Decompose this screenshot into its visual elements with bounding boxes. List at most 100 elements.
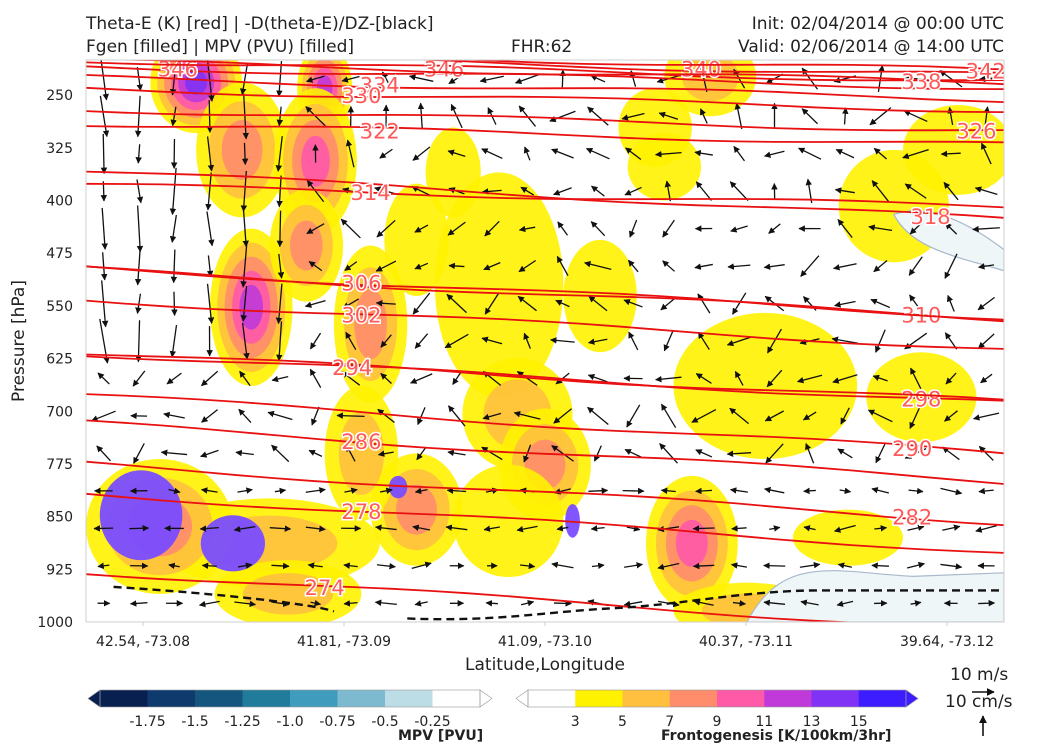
- theta-e-contour: [409, 60, 1004, 74]
- wind-vector: [271, 562, 290, 570]
- x-tick-label: 41.09, -73.10: [498, 634, 592, 650]
- wind-vector: [590, 74, 606, 83]
- wind-vector: [519, 562, 536, 570]
- fgen-fill: [792, 509, 904, 566]
- wind-vector: [169, 214, 177, 243]
- wind-vector: [906, 561, 925, 569]
- wind-vector: [767, 328, 782, 354]
- wind-vector: [555, 299, 570, 308]
- wind-vector: [517, 295, 537, 312]
- colorbar-swatch: [669, 690, 718, 707]
- wind-vector: [978, 445, 994, 461]
- wind-vector: [136, 205, 144, 253]
- wind-vector: [310, 599, 322, 607]
- colorbar-end-left: [87, 689, 101, 708]
- wind-vector: [523, 332, 531, 349]
- wind-vector: [346, 444, 356, 462]
- wind-vector: [200, 487, 218, 494]
- wind-vector: [800, 255, 820, 277]
- wind-vector: [833, 524, 856, 533]
- wind-vector: [206, 136, 215, 172]
- wind-vector: [628, 331, 639, 351]
- wind-vector: [699, 64, 708, 93]
- wind-vector: [344, 261, 358, 272]
- wind-vector: [375, 524, 397, 532]
- pale-region: [746, 570, 1004, 622]
- colorbar-swatch: [147, 690, 196, 707]
- wind-vector: [833, 263, 857, 271]
- wind-vector: [99, 95, 110, 138]
- wind-vector: [902, 149, 929, 160]
- wind-vector: [171, 291, 178, 317]
- wind-vector: [662, 219, 675, 238]
- wind-vector: [483, 262, 501, 271]
- wind-vector: [336, 412, 365, 419]
- fgen-fill: [675, 519, 708, 567]
- wind-vector: [871, 180, 890, 203]
- wind-vector: [978, 263, 995, 270]
- wind-vector: [516, 525, 538, 533]
- wind-key-vertical-label: 10 cm/s: [945, 692, 1013, 712]
- wind-vector: [551, 561, 574, 569]
- wind-vector: [201, 562, 217, 569]
- wind-vector: [446, 293, 467, 314]
- y-tick-label: 625: [46, 352, 73, 368]
- wind-vector: [763, 150, 785, 158]
- colorbar-swatch: [575, 690, 623, 707]
- wind-vector: [345, 331, 357, 351]
- wind-vector: [170, 249, 178, 284]
- y-tick-label: 775: [46, 457, 73, 473]
- colorbar-tick-label: -0.25: [414, 714, 450, 730]
- wind-vector: [983, 106, 991, 126]
- wind-key-arrows: [972, 688, 995, 736]
- wind-vector: [840, 407, 850, 425]
- colorbar-swatch: [432, 690, 481, 707]
- wind-vector: [943, 181, 959, 201]
- wind-vector: [276, 61, 283, 97]
- wind-vector: [769, 525, 781, 532]
- wind-vector: [447, 405, 466, 427]
- wind-vector: [590, 525, 605, 532]
- wind-vector: [198, 600, 220, 608]
- wind-vector: [481, 188, 502, 195]
- wind-vector: [978, 487, 994, 495]
- wind-vector: [803, 525, 816, 532]
- wind-vector: [629, 219, 638, 238]
- wind-vector: [663, 331, 674, 352]
- fgen-fill: [425, 127, 481, 218]
- wind-vector: [975, 524, 997, 533]
- wind-vector: [727, 263, 751, 270]
- wind-vector: [100, 252, 108, 281]
- wind-vector: [240, 285, 248, 322]
- wind-vector: [376, 219, 396, 238]
- theta-e-contour-label: 306: [341, 272, 381, 296]
- wind-vector: [308, 260, 323, 272]
- theta-e-contour-label: 340: [681, 57, 721, 81]
- wind-vector: [135, 293, 142, 315]
- wind-vector: [624, 562, 644, 569]
- colorbar-tick-label: 5: [618, 714, 627, 730]
- wind-vector: [340, 218, 361, 239]
- stability-contour-line: [113, 585, 1004, 621]
- wind-vector: [341, 371, 361, 386]
- theta-e-contour: [86, 265, 1004, 323]
- wind-vector: [557, 221, 568, 236]
- colorbar-swatch: [195, 690, 243, 707]
- wind-vector: [974, 186, 998, 195]
- wind-vector: [91, 410, 116, 422]
- wind-vector: [692, 525, 715, 532]
- wind-vector: [695, 181, 712, 201]
- colorbar-tick-label: -1.25: [224, 714, 260, 730]
- x-axis-label: Latitude,Longitude: [465, 655, 625, 675]
- wind-vector: [697, 293, 711, 314]
- wind-vector: [587, 406, 609, 425]
- wind-vector: [206, 255, 214, 278]
- wind-vector: [834, 300, 856, 308]
- fgen-colorbar-label: Frontogenesis [K/100km/3hr]: [661, 728, 892, 744]
- wind-vector: [947, 106, 954, 126]
- wind-vector: [978, 75, 994, 83]
- wind-vector: [309, 368, 322, 388]
- wind-vector: [946, 294, 955, 312]
- wind-vector: [588, 487, 609, 494]
- colorbar-swatch: [290, 690, 338, 707]
